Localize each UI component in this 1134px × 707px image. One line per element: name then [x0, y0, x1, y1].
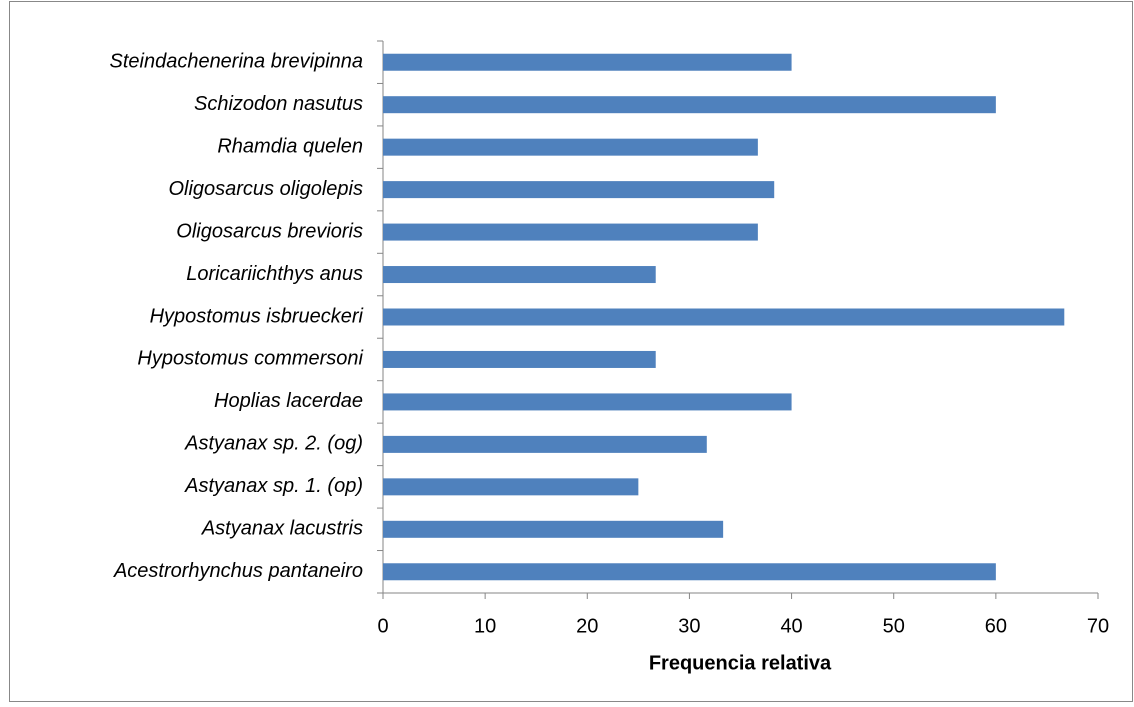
bar — [383, 350, 656, 368]
x-tick-label: 60 — [985, 615, 1007, 637]
y-tick-label: Steindachenerina brevipinna — [109, 51, 363, 73]
x-tick-label: 0 — [377, 615, 388, 637]
y-tick-label: Loricariichthys anus — [186, 263, 363, 285]
x-tick-label: 40 — [780, 615, 802, 637]
bar — [383, 478, 639, 496]
bar — [383, 435, 707, 453]
x-tick-label: 30 — [678, 615, 700, 637]
bar — [383, 393, 792, 411]
bar — [383, 53, 792, 71]
y-tick-label: Hypostomus isbrueckeri — [150, 305, 364, 327]
bar — [383, 96, 996, 114]
y-tick-label: Astyanax sp. 1. (op) — [184, 475, 363, 497]
bar — [383, 223, 758, 241]
x-tick-label: 10 — [474, 615, 496, 637]
y-tick-label: Hypostomus commersoni — [137, 348, 363, 370]
bar — [383, 181, 775, 199]
y-tick-label: Acestrorhynchus pantaneiro — [113, 560, 363, 582]
x-tick-label: 20 — [576, 615, 598, 637]
x-tick-label: 50 — [883, 615, 905, 637]
x-axis-title: Frequencia relativa — [649, 652, 832, 674]
y-tick-label: Astyanax sp. 2. (og) — [184, 433, 363, 455]
y-tick-label: Hoplias lacerdae — [214, 390, 363, 412]
y-tick-label: Rhamdia quelen — [217, 135, 363, 157]
bar — [383, 266, 656, 284]
x-tick-label: 70 — [1087, 615, 1109, 637]
bar — [383, 138, 758, 156]
bar — [383, 520, 724, 538]
y-tick-label: Oligosarcus oligolepis — [168, 178, 363, 200]
y-tick-label: Schizodon nasutus — [194, 93, 363, 115]
y-tick-label: Oligosarcus brevioris — [176, 220, 363, 242]
y-tick-label: Astyanax lacustris — [201, 518, 363, 540]
bar — [383, 308, 1065, 326]
bar — [383, 563, 996, 581]
